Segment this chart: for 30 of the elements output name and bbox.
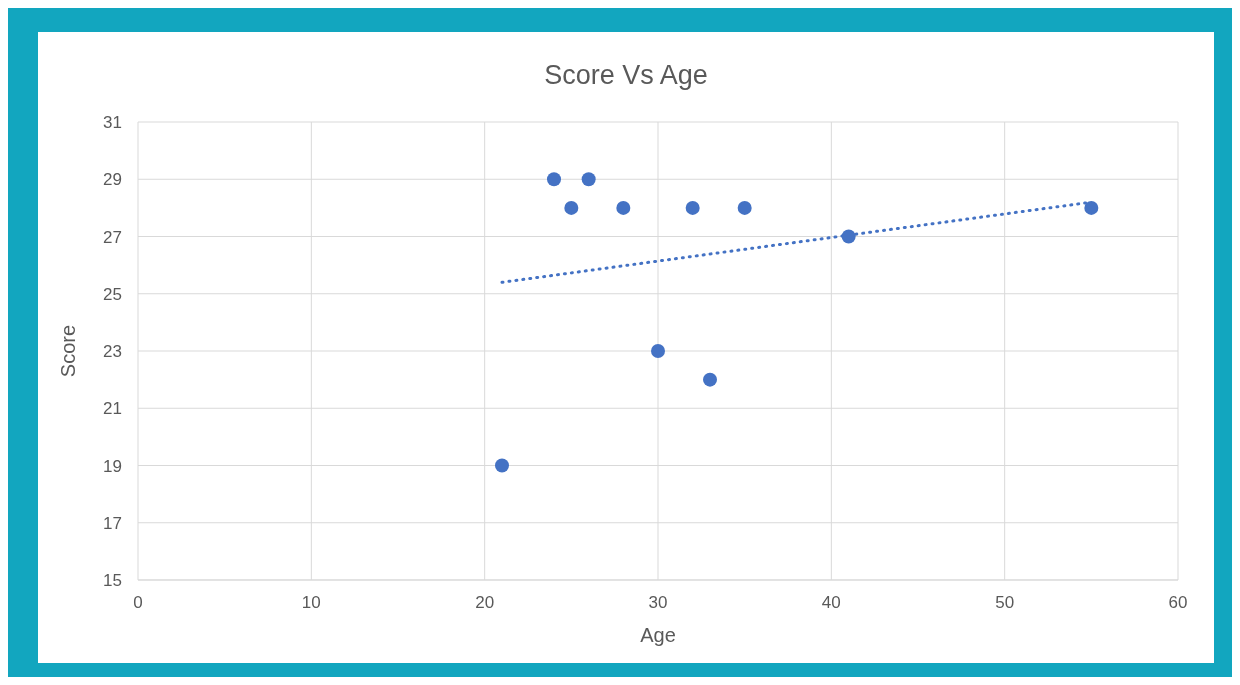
point xyxy=(564,200,579,215)
point xyxy=(685,200,700,215)
point xyxy=(616,200,631,215)
point xyxy=(737,200,752,215)
y-tick-label: 29 xyxy=(103,170,122,190)
x-tick-label: 20 xyxy=(475,593,495,613)
x-tick-label: 60 xyxy=(1168,593,1188,613)
y-tick-label: 25 xyxy=(103,284,122,304)
y-tick-label: 21 xyxy=(103,399,122,419)
point xyxy=(495,458,509,473)
y-tick-label: 15 xyxy=(103,571,122,591)
y-tick-label: 31 xyxy=(103,113,122,133)
point xyxy=(703,372,717,387)
point xyxy=(581,172,596,187)
y-tick-label: 27 xyxy=(103,227,122,247)
x-tick-label: 0 xyxy=(133,593,143,613)
y-tick-label: 19 xyxy=(103,456,122,476)
point xyxy=(1084,200,1099,215)
y-axis-title: Score xyxy=(57,324,80,378)
point xyxy=(547,172,561,187)
x-tick-label: 50 xyxy=(995,593,1015,613)
y-tick-label: 23 xyxy=(103,342,122,362)
x-tick-label: 10 xyxy=(301,593,321,613)
y-tick-label: 17 xyxy=(103,513,122,533)
chart-title: Score Vs Age xyxy=(543,59,709,92)
x-tick-label: 30 xyxy=(648,593,668,613)
point xyxy=(841,229,856,244)
point xyxy=(651,344,665,358)
x-tick-label: 40 xyxy=(821,593,841,613)
x-axis-title: Age xyxy=(640,624,676,646)
